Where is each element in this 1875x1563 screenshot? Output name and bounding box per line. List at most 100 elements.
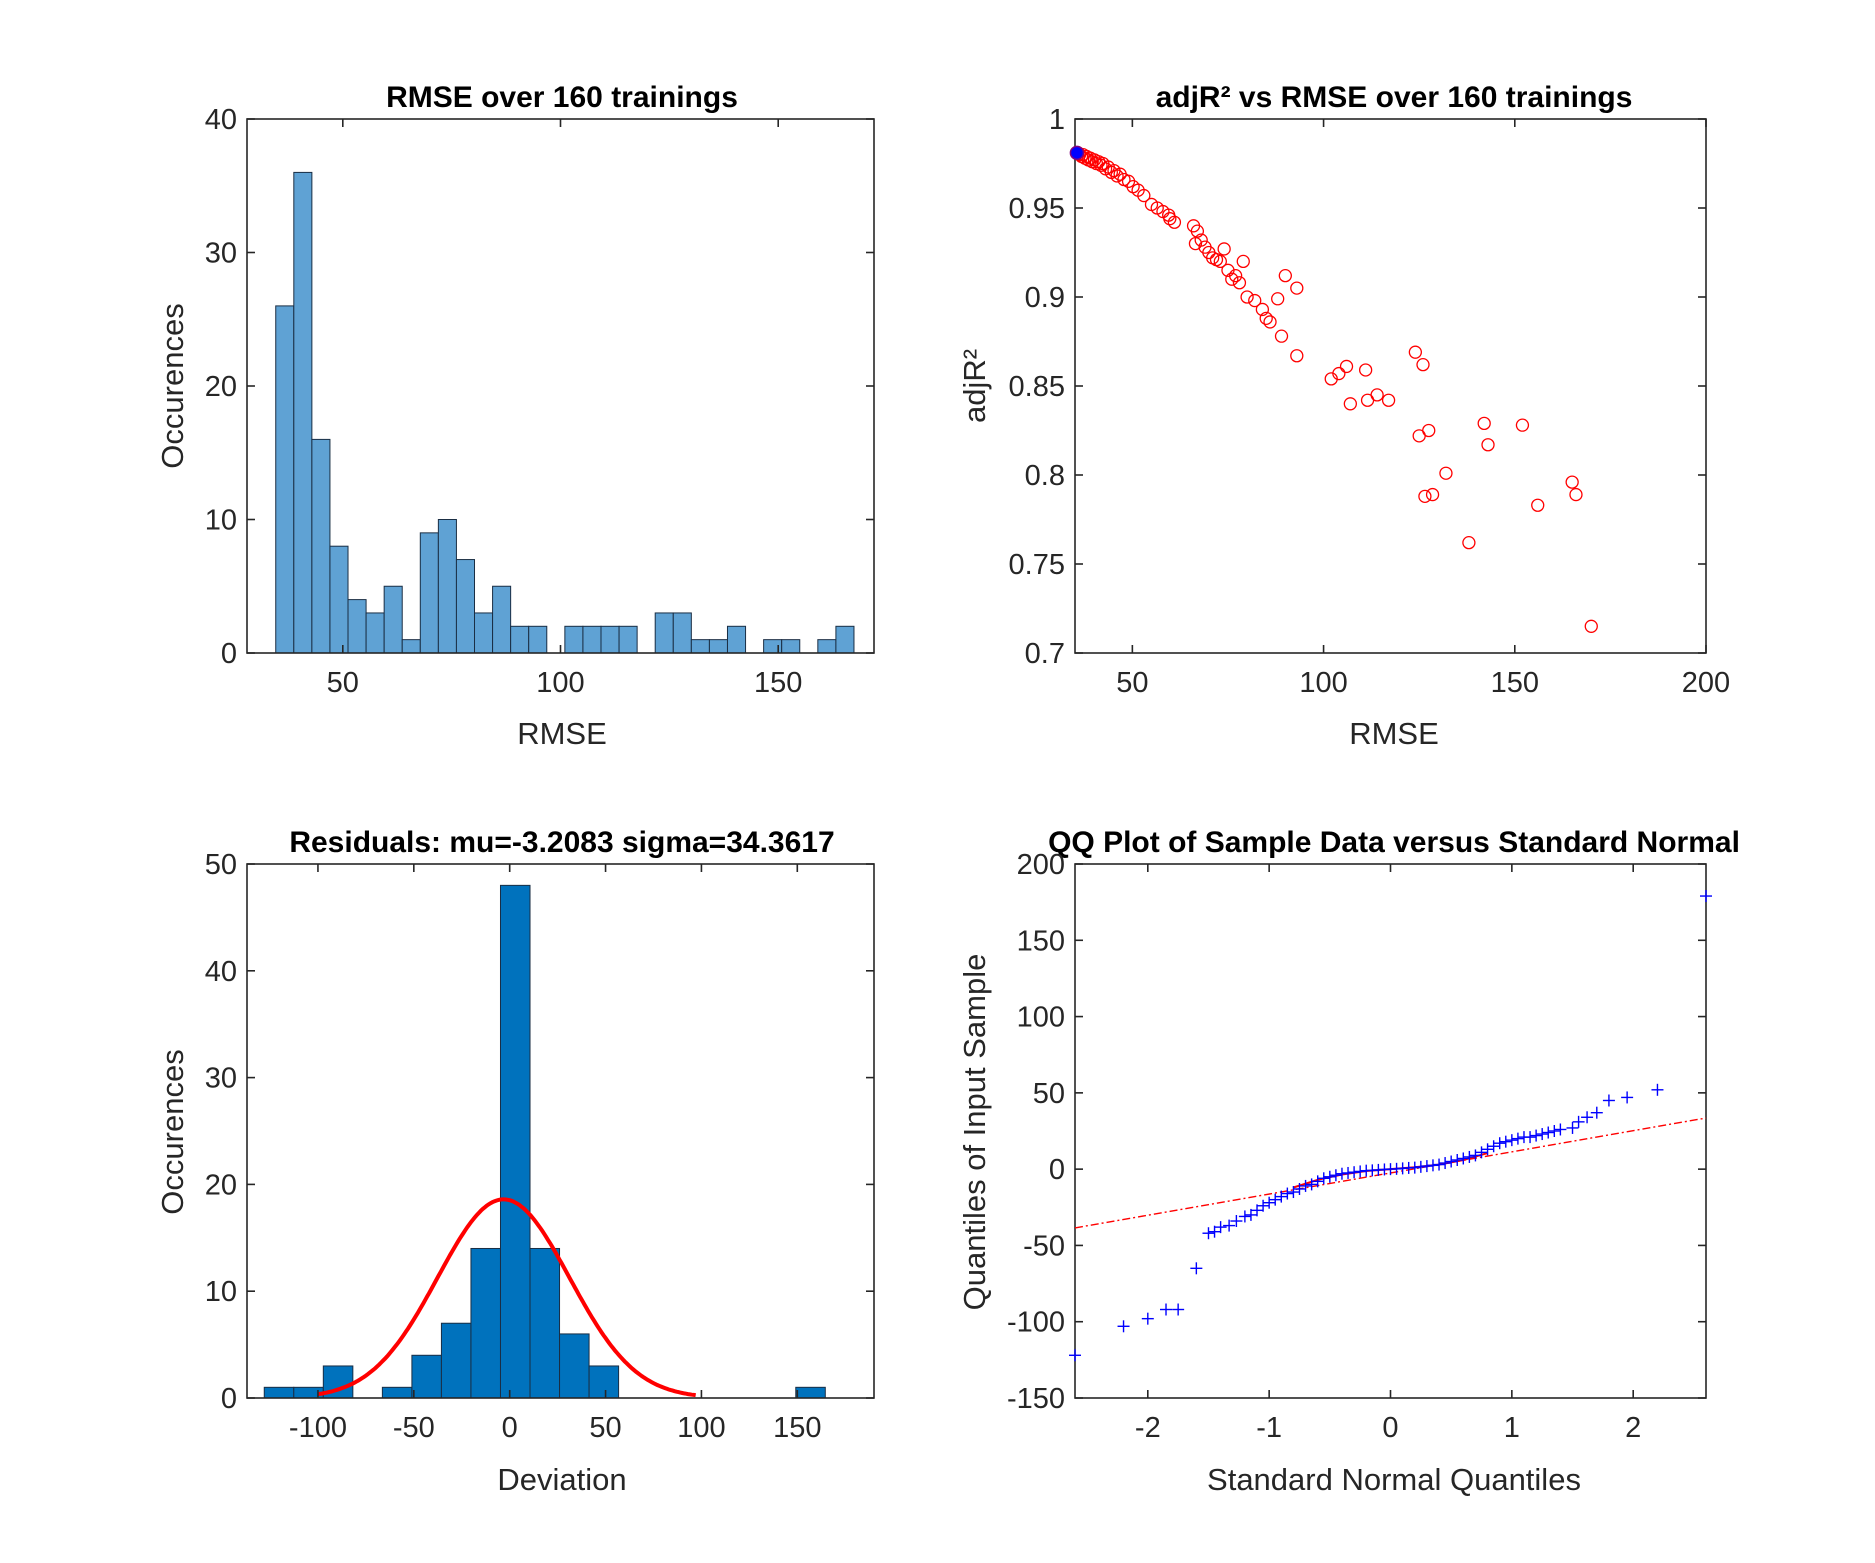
qq-point: [1305, 1178, 1318, 1191]
adjr2-point: [1439, 466, 1453, 480]
qq-point: [1457, 1152, 1470, 1165]
qq-point: [1281, 1187, 1294, 1200]
residuals-histogram-bar: [529, 1247, 561, 1399]
qq-plot-ytick-label: 0: [1049, 1154, 1065, 1186]
rmse-histogram-bar: [582, 625, 602, 654]
adjr2-point: [1332, 366, 1346, 381]
qq-point: [1433, 1158, 1446, 1171]
qq-point: [1524, 1131, 1537, 1144]
rmse-histogram-bar: [690, 639, 710, 654]
qq-plot-axes-box: [1074, 863, 1707, 1399]
adjr2-point: [1110, 169, 1124, 183]
adjr2-point: [1481, 438, 1495, 452]
adjr2-point: [1358, 363, 1373, 377]
adjr2-point: [1190, 224, 1205, 238]
adjr2-point: [1339, 359, 1354, 374]
qq-point: [1269, 1193, 1282, 1206]
qq-point: [1293, 1182, 1306, 1195]
qq-point: [1548, 1125, 1561, 1137]
qq-point: [1475, 1146, 1488, 1159]
adjr2-point: [1416, 357, 1430, 372]
residuals-histogram-axes-box: [246, 863, 875, 1399]
qq-point: [1348, 1166, 1361, 1179]
residuals-histogram-bar: [263, 1386, 295, 1399]
qq-point: [1317, 1172, 1330, 1185]
adjr2-point: [1278, 268, 1292, 283]
residuals-histogram-ytick-label: 10: [205, 1276, 237, 1308]
qq-point: [1700, 890, 1712, 903]
adjr2-point: [1584, 619, 1598, 633]
adjr2-scatter-xlabel: RMSE: [1349, 716, 1439, 751]
residuals-histogram-bar: [499, 884, 531, 1399]
qq-point: [1354, 1165, 1367, 1178]
qq-point: [1172, 1303, 1185, 1316]
qq-point: [1335, 1167, 1348, 1180]
adjr2-point: [1240, 290, 1254, 304]
qq-point: [1487, 1140, 1500, 1153]
qq-point: [1451, 1153, 1464, 1166]
residuals-histogram-xtick-label: 100: [677, 1412, 725, 1444]
adjr2-point: [1217, 242, 1231, 256]
qq-point: [1408, 1161, 1421, 1174]
adjr2-scatter-ytick-label: 0.9: [1025, 282, 1065, 314]
adjr2-scatter-axes-box: [1074, 118, 1707, 654]
qq-point: [1208, 1225, 1221, 1238]
adjr2-scatter-ytick-label: 0.7: [1025, 638, 1065, 670]
normal-fit-curve: [317, 1197, 697, 1398]
rmse-histogram-ytick-label: 20: [205, 371, 237, 403]
adjr2-point: [1370, 388, 1384, 402]
adjr2-point: [1167, 215, 1182, 229]
adjr2-point: [1236, 254, 1250, 269]
qq-point: [1244, 1208, 1257, 1221]
qq-point: [1251, 1204, 1264, 1217]
adjr2-point: [1271, 292, 1285, 306]
adjr2-point: [1228, 268, 1243, 283]
adjr2-point: [1290, 281, 1304, 295]
adjr2-point: [1531, 498, 1545, 512]
residuals-histogram-xtick-label: -100: [289, 1412, 347, 1444]
rmse-histogram-bar: [492, 585, 512, 654]
residuals-histogram-bar: [559, 1333, 590, 1399]
rmse-histogram-panel: RMSE over 160 trainings RMSE Occurences …: [155, 81, 875, 751]
residuals-histogram-bar: [588, 1365, 620, 1399]
adjr2-point: [1213, 254, 1227, 269]
rmse-histogram-xtick-label: 50: [327, 667, 359, 699]
adjr2-scatter-xtick-label: 100: [1299, 667, 1347, 699]
qq-plot-xtick-label: -1: [1256, 1412, 1282, 1444]
residuals-histogram-xtick-label: -50: [393, 1412, 435, 1444]
residuals-histogram-title: Residuals: mu=-3.2083 sigma=34.3617: [289, 826, 834, 859]
qq-point: [1230, 1215, 1243, 1228]
qq-point: [1275, 1190, 1288, 1203]
adjr2-scatter-xtick-label: 50: [1116, 667, 1148, 699]
adjr2-point: [1255, 302, 1270, 317]
qq-point: [1426, 1159, 1439, 1172]
adjr2-scatter-ylabel: adjR²: [957, 349, 992, 423]
rmse-histogram-bar: [708, 639, 728, 654]
residuals-histogram-bar: [470, 1247, 501, 1399]
adjr2-scatter-title: adjR² vs RMSE over 160 trainings: [1156, 81, 1633, 114]
rmse-histogram-bar: [672, 612, 692, 654]
adjr2-point: [1418, 489, 1432, 504]
adjr2-point: [1381, 393, 1396, 407]
qq-point: [1511, 1132, 1524, 1145]
qq-plot-xtick-label: 2: [1625, 1412, 1641, 1444]
qq-point: [1463, 1150, 1476, 1163]
qq-point: [1299, 1179, 1312, 1192]
rmse-histogram-ytick-label: 40: [205, 104, 237, 136]
qq-point: [1117, 1320, 1130, 1333]
qq-point: [1342, 1166, 1355, 1179]
residuals-histogram-xtick-label: 50: [589, 1412, 621, 1444]
qq-point: [1542, 1126, 1555, 1139]
qq-plot-panel: QQ Plot of Sample Data versus Standard N…: [957, 826, 1740, 1497]
adjr2-point: [1188, 236, 1203, 251]
qq-plot-ytick-label: 200: [1017, 849, 1065, 881]
qq-point: [1572, 1115, 1585, 1128]
qq-point: [1414, 1160, 1427, 1173]
qq-point: [1141, 1312, 1154, 1325]
adjr2-point: [1569, 487, 1583, 502]
residuals-histogram-panel: Residuals: mu=-3.2083 sigma=34.3617 Devi…: [155, 826, 875, 1497]
rmse-histogram-bar: [510, 625, 530, 654]
adjr2-point: [1477, 416, 1491, 431]
rmse-histogram-ytick-label: 0: [221, 638, 237, 670]
